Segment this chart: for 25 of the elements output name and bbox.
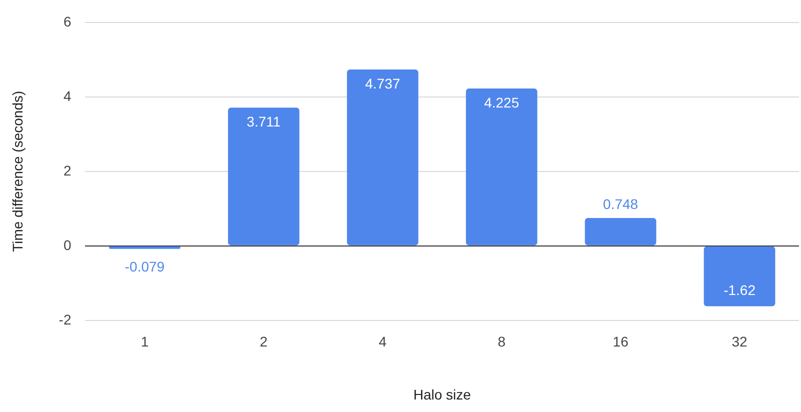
x-axis-title: Halo size	[413, 386, 472, 402]
data-label: 3.711	[246, 114, 281, 130]
data-label: -1.62	[724, 282, 756, 298]
bar	[109, 246, 180, 249]
y-axis-title: Time difference (seconds)	[9, 90, 26, 252]
x-tick-label: 8	[498, 334, 506, 350]
x-tick-label: 2	[260, 334, 268, 350]
y-tick-label: 2	[63, 162, 72, 178]
y-tick-label: 0	[63, 236, 72, 253]
bar	[584, 218, 656, 246]
bar	[228, 108, 300, 246]
bar	[704, 246, 776, 306]
bar	[346, 69, 418, 246]
y-tick-label: 6	[63, 13, 72, 30]
y-tick-label: 4	[63, 88, 72, 104]
x-tick-label: 32	[732, 334, 748, 350]
y-tick-label: -2	[58, 311, 72, 328]
x-tick-label: 4	[378, 334, 387, 350]
data-label: -0.079	[124, 258, 165, 275]
data-label: 4.225	[484, 94, 520, 110]
x-tick-label: 1	[140, 334, 149, 350]
data-label: 4.737	[365, 75, 400, 92]
x-tick-label: 16	[612, 334, 629, 350]
data-label: 0.748	[603, 196, 638, 212]
bar	[466, 88, 538, 246]
